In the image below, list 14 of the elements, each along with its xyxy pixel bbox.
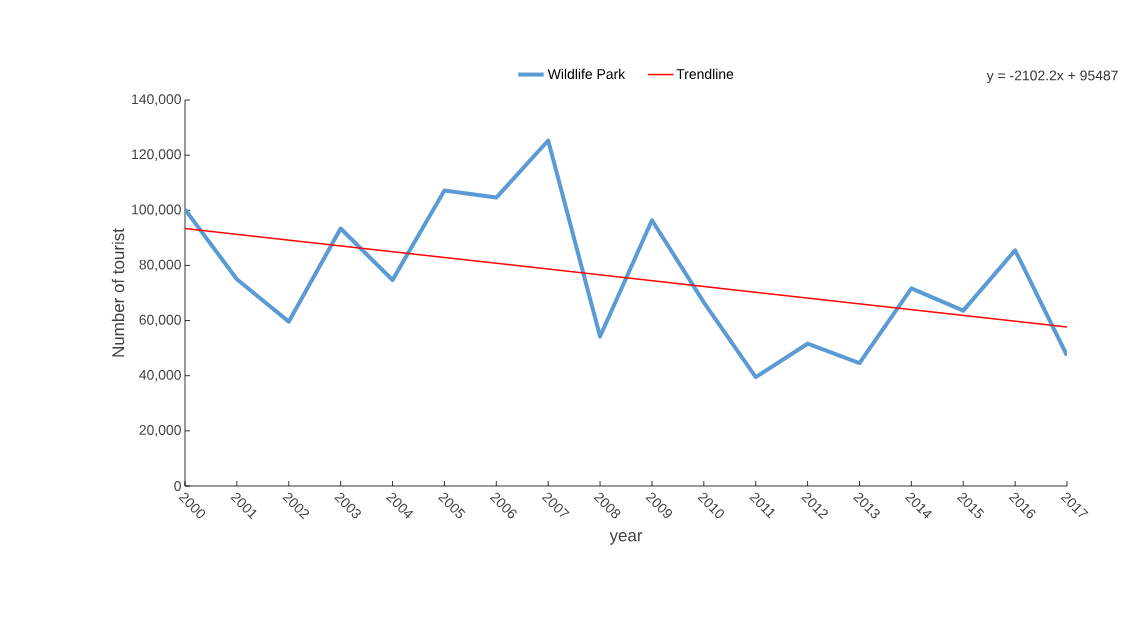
y-tick-label: 40,000 xyxy=(139,369,181,382)
y-tick-label: 80,000 xyxy=(139,259,181,272)
y-tick-label: 140,000 xyxy=(132,94,181,106)
line-series xyxy=(185,138,1068,380)
y-tick-label: 0 xyxy=(174,481,181,491)
y-axis-title: Number of tourist xyxy=(111,228,125,357)
y-tick-label: 100,000 xyxy=(132,204,181,217)
text: y = -2102.2x + 95487 xyxy=(986,70,1118,84)
y-tick-label: 120,000 xyxy=(132,149,181,161)
y-tick-label: 20,000 xyxy=(139,425,181,437)
y-tick-label: 60,000 xyxy=(139,314,181,327)
legend-label: Wildlife Park xyxy=(547,68,626,80)
legend-label: Trendline xyxy=(676,68,734,80)
x-axis-title: year xyxy=(609,532,643,545)
